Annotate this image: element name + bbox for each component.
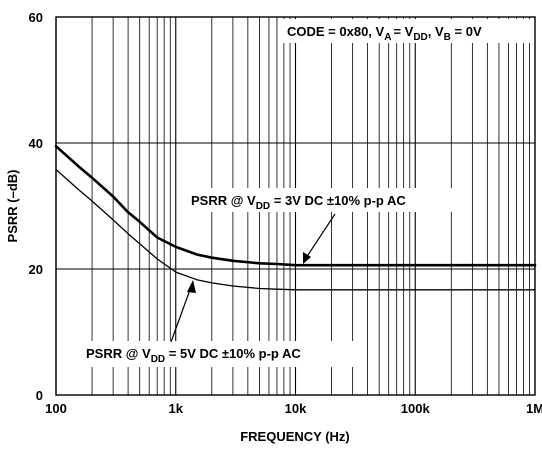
tick-labels: 100 1k 10k 100k 1M 0 20 40 60	[29, 10, 542, 416]
plot-frame	[55, 16, 536, 396]
y-tick-label: 60	[29, 10, 43, 25]
series-5v-label-bg	[81, 341, 354, 367]
conditions-box	[278, 19, 533, 43]
y-tick-label: 20	[29, 262, 43, 277]
series-5v-arrow	[170, 286, 192, 343]
series-3v-label-bg	[186, 188, 468, 212]
series-3v-line	[54, 144, 537, 267]
x-tick-label: 10k	[285, 401, 307, 416]
y-tick-label: 0	[36, 388, 43, 403]
x-tick-label: 100	[45, 401, 67, 416]
conditions-label: CODE = 0x80, VA = VDD, VB = 0V	[287, 24, 482, 43]
series-3v-arrowhead	[303, 252, 311, 264]
x-axis-label: FREQUENCY (Hz)	[240, 429, 350, 444]
series-3v-arrow	[305, 213, 336, 259]
series-5v-arrowhead	[187, 280, 196, 293]
x-tick-label: 1k	[169, 401, 184, 416]
series-5v-line	[55, 168, 536, 291]
x-tick-label: 100k	[401, 401, 431, 416]
curves	[54, 144, 537, 291]
series-3v-label: PSRR @ VDD = 3V DC ±10% p-p AC	[191, 193, 406, 212]
series-5v-label: PSRR @ VDD = 5V DC ±10% p-p AC	[86, 346, 301, 365]
y-tick-label: 40	[29, 136, 43, 151]
x-tick-label: 1M	[526, 401, 542, 416]
y-axis-label: PSRR (–dB)	[5, 170, 20, 243]
